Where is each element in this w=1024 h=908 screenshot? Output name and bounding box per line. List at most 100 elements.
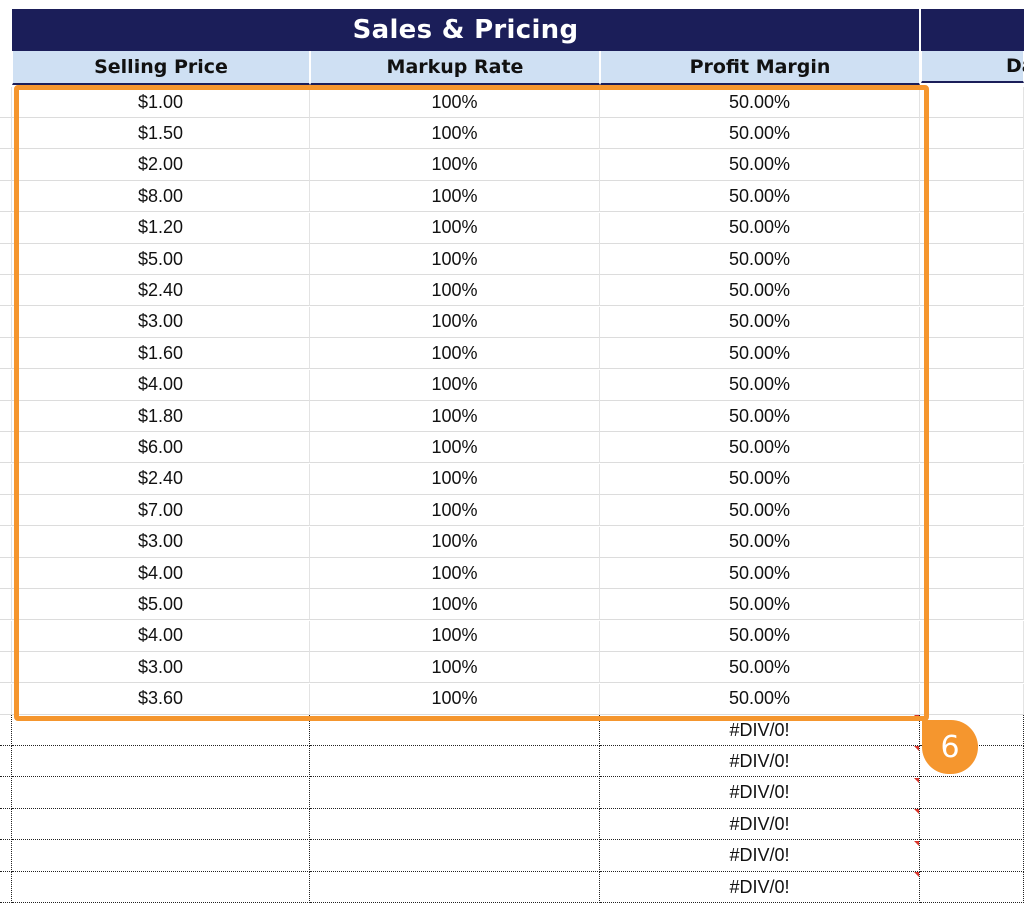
next-column-cell[interactable] xyxy=(920,589,1024,621)
header-next-column[interactable]: Da xyxy=(921,51,1024,83)
profit-margin-cell[interactable]: #DIV/0! xyxy=(600,715,920,746)
next-column-cell[interactable] xyxy=(920,87,1024,118)
row-left-edge-cell[interactable] xyxy=(0,181,12,213)
profit-margin-cell[interactable]: 50.00% xyxy=(600,495,920,527)
next-column-cell[interactable] xyxy=(920,118,1024,150)
next-column-cell[interactable] xyxy=(920,212,1024,244)
profit-margin-cell[interactable]: 50.00% xyxy=(600,652,920,684)
row-left-edge-cell[interactable] xyxy=(0,495,12,527)
profit-margin-cell[interactable]: 50.00% xyxy=(600,306,920,338)
markup-rate-cell[interactable]: 100% xyxy=(310,558,600,589)
next-column-cell[interactable] xyxy=(920,872,1024,903)
selling-price-cell[interactable]: $2.40 xyxy=(12,463,310,495)
row-left-edge-cell[interactable] xyxy=(0,558,12,589)
next-column-cell[interactable] xyxy=(920,275,1024,307)
profit-margin-cell[interactable]: 50.00% xyxy=(600,683,920,715)
selling-price-cell[interactable]: $1.80 xyxy=(12,401,310,432)
next-column-cell[interactable] xyxy=(920,495,1024,527)
markup-rate-cell[interactable]: 100% xyxy=(310,118,600,150)
markup-rate-cell[interactable] xyxy=(310,746,600,778)
markup-rate-cell[interactable]: 100% xyxy=(310,401,600,432)
profit-margin-cell[interactable]: 50.00% xyxy=(600,526,920,558)
next-column-cell[interactable] xyxy=(920,777,1024,809)
selling-price-cell[interactable]: $7.00 xyxy=(12,495,310,527)
row-left-edge-cell[interactable] xyxy=(0,212,12,244)
profit-margin-cell[interactable]: 50.00% xyxy=(600,149,920,181)
next-column-cell[interactable] xyxy=(920,683,1024,715)
row-left-edge-cell[interactable] xyxy=(0,432,12,464)
row-left-edge-cell[interactable] xyxy=(0,306,12,338)
next-column-cell[interactable] xyxy=(920,306,1024,338)
selling-price-cell[interactable]: $1.50 xyxy=(12,118,310,150)
next-column-cell[interactable] xyxy=(920,244,1024,275)
profit-margin-cell[interactable]: 50.00% xyxy=(600,620,920,652)
row-left-edge-cell[interactable] xyxy=(0,401,12,432)
profit-margin-cell[interactable]: 50.00% xyxy=(600,118,920,150)
markup-rate-cell[interactable] xyxy=(310,809,600,841)
profit-margin-cell[interactable]: 50.00% xyxy=(600,275,920,307)
markup-rate-cell[interactable]: 100% xyxy=(310,432,600,464)
next-column-cell[interactable] xyxy=(920,652,1024,684)
markup-rate-cell[interactable] xyxy=(310,840,600,872)
selling-price-cell[interactable]: $2.40 xyxy=(12,275,310,307)
markup-rate-cell[interactable]: 100% xyxy=(310,212,600,244)
selling-price-cell[interactable] xyxy=(12,715,310,746)
markup-rate-cell[interactable]: 100% xyxy=(310,369,600,401)
markup-rate-cell[interactable] xyxy=(310,715,600,746)
selling-price-cell[interactable] xyxy=(12,840,310,872)
row-left-edge-cell[interactable] xyxy=(0,715,12,746)
next-column-cell[interactable] xyxy=(920,526,1024,558)
next-column-cell[interactable] xyxy=(920,620,1024,652)
selling-price-cell[interactable]: $5.00 xyxy=(12,244,310,275)
selling-price-cell[interactable]: $4.00 xyxy=(12,558,310,589)
selling-price-cell[interactable]: $1.60 xyxy=(12,338,310,370)
markup-rate-cell[interactable]: 100% xyxy=(310,275,600,307)
profit-margin-cell[interactable]: 50.00% xyxy=(600,463,920,495)
row-left-edge-cell[interactable] xyxy=(0,777,12,809)
markup-rate-cell[interactable]: 100% xyxy=(310,181,600,213)
profit-margin-cell[interactable]: #DIV/0! xyxy=(600,777,920,809)
row-left-edge-cell[interactable] xyxy=(0,652,12,684)
next-column-cell[interactable] xyxy=(920,338,1024,370)
profit-margin-cell[interactable]: 50.00% xyxy=(600,401,920,432)
selling-price-cell[interactable] xyxy=(12,777,310,809)
markup-rate-cell[interactable]: 100% xyxy=(310,338,600,370)
selling-price-cell[interactable]: $5.00 xyxy=(12,589,310,621)
profit-margin-cell[interactable]: #DIV/0! xyxy=(600,872,920,903)
row-left-edge-cell[interactable] xyxy=(0,369,12,401)
row-left-edge-cell[interactable] xyxy=(0,840,12,872)
row-left-edge-cell[interactable] xyxy=(0,87,12,118)
selling-price-cell[interactable]: $1.20 xyxy=(12,212,310,244)
profit-margin-cell[interactable]: #DIV/0! xyxy=(600,809,920,841)
profit-margin-cell[interactable]: 50.00% xyxy=(600,432,920,464)
header-profit-margin[interactable]: Profit Margin xyxy=(600,51,920,85)
row-left-edge-cell[interactable] xyxy=(0,149,12,181)
profit-margin-cell[interactable]: 50.00% xyxy=(600,87,920,118)
markup-rate-cell[interactable]: 100% xyxy=(310,306,600,338)
selling-price-cell[interactable] xyxy=(12,872,310,903)
next-column-cell[interactable] xyxy=(920,840,1024,872)
profit-margin-cell[interactable]: 50.00% xyxy=(600,558,920,589)
row-left-edge-cell[interactable] xyxy=(0,872,12,903)
markup-rate-cell[interactable]: 100% xyxy=(310,149,600,181)
next-column-cell[interactable] xyxy=(920,432,1024,464)
header-markup-rate[interactable]: Markup Rate xyxy=(310,51,600,85)
row-left-edge-cell[interactable] xyxy=(0,809,12,841)
selling-price-cell[interactable]: $4.00 xyxy=(12,369,310,401)
markup-rate-cell[interactable]: 100% xyxy=(310,526,600,558)
selling-price-cell[interactable]: $8.00 xyxy=(12,181,310,213)
profit-margin-cell[interactable]: 50.00% xyxy=(600,212,920,244)
markup-rate-cell[interactable]: 100% xyxy=(310,87,600,118)
selling-price-cell[interactable]: $1.00 xyxy=(12,87,310,118)
selling-price-cell[interactable] xyxy=(12,809,310,841)
markup-rate-cell[interactable]: 100% xyxy=(310,244,600,275)
selling-price-cell[interactable]: $3.00 xyxy=(12,306,310,338)
selling-price-cell[interactable]: $4.00 xyxy=(12,620,310,652)
markup-rate-cell[interactable]: 100% xyxy=(310,589,600,621)
row-left-edge-cell[interactable] xyxy=(0,463,12,495)
next-column-cell[interactable] xyxy=(920,181,1024,213)
profit-margin-cell[interactable]: #DIV/0! xyxy=(600,840,920,872)
profit-margin-cell[interactable]: 50.00% xyxy=(600,338,920,370)
selling-price-cell[interactable]: $2.00 xyxy=(12,149,310,181)
profit-margin-cell[interactable]: 50.00% xyxy=(600,369,920,401)
